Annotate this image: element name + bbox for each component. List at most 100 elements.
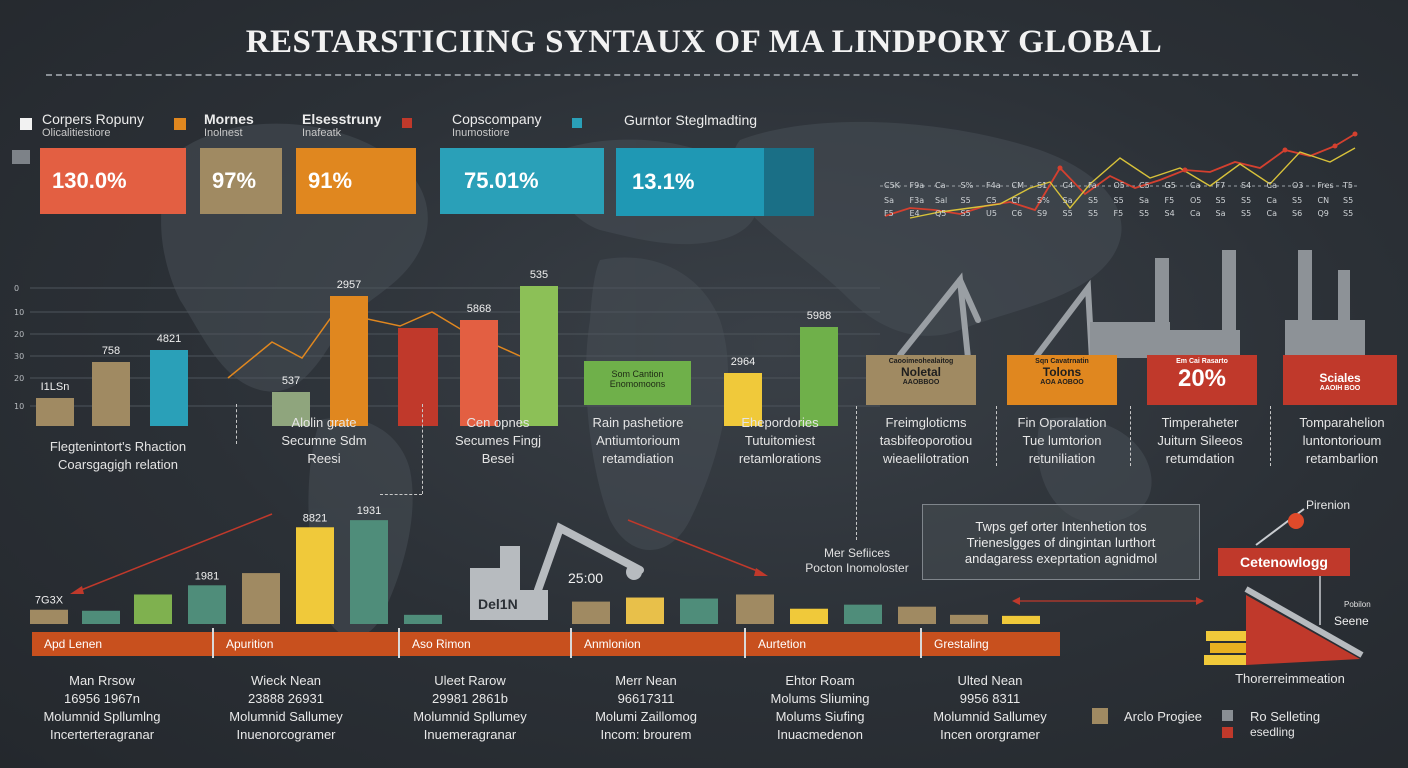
category-line: Coarsgagigh relation <box>58 457 178 472</box>
step-block <box>1206 631 1246 641</box>
mid-bar <box>800 327 838 426</box>
mid-trend-line <box>227 311 546 379</box>
mini-axis-label: O3 <box>1292 181 1303 190</box>
factory-panel-1: Caooimeohealaitog Noletal AAOBBOO <box>866 355 976 405</box>
timeline-segment-3: Aso Rimon <box>400 632 570 656</box>
kpi-head-text: Copscompany <box>452 111 542 127</box>
bottom-bar <box>350 520 388 624</box>
mid-bar <box>724 373 762 426</box>
factory-text-2: Fin Oporalation Tue lumtorion retuniliat… <box>992 414 1132 468</box>
note-line: Pocton Inomoloster <box>805 561 909 575</box>
mini-axis-label: F4a <box>986 181 1001 190</box>
mini-axis-label: S5 <box>1241 196 1251 205</box>
mini-axis-label: S1 <box>1037 181 1047 190</box>
mid-note: Mer Sefiices Pocton Inomoloster <box>790 546 924 576</box>
column-line: Merr Nean <box>615 673 677 688</box>
factory-illustrations <box>897 250 1365 363</box>
timeline-divider <box>920 628 922 658</box>
timeline-segment-6: Grestaling <box>922 632 1060 656</box>
column-line: Man Rrsow <box>69 673 135 688</box>
category-line: Tomparahelion <box>1299 415 1385 430</box>
kpi-head-text: Elsesstruny <box>302 111 382 127</box>
category-line: retamlorations <box>738 451 822 466</box>
mini-point <box>1282 147 1288 153</box>
category-line: retambarlion <box>1305 451 1379 466</box>
factory-main: Sciales <box>1319 371 1361 385</box>
column-line: Ehtor Roam <box>785 673 855 688</box>
mini-axis-labels: C5K F9a Ca S% F4a CM S1 C4 Fa O5 C5 G5 Ca F7 S4 Ca O3 Fre… <box>884 181 1353 218</box>
column-line: Incen ororgramer <box>940 727 1040 742</box>
arrow-head <box>70 586 84 594</box>
kpi-card-5: 13.1% <box>616 148 814 216</box>
kpi-header-2: Mornes Inolnest <box>204 112 254 140</box>
connector-line <box>236 404 237 444</box>
mini-point <box>1057 165 1063 171</box>
mini-axis-label: Q5 <box>935 209 946 218</box>
connector-line <box>1270 406 1271 466</box>
mini-axis-label: S5 <box>1114 196 1124 205</box>
ramp-illustration <box>1204 508 1364 665</box>
mini-axis-label: CM <box>1012 181 1025 190</box>
mid-bar <box>460 320 498 426</box>
kpi-head-text-5: Gurntor Steglmadting <box>624 112 758 128</box>
bottom-bar <box>1002 615 1040 624</box>
mini-axis-label: Sa <box>1063 196 1073 205</box>
timeline-divider <box>744 628 746 658</box>
mini-axis-label: F7 <box>1216 181 1226 190</box>
kpi-head-text: Corpers Ropuny <box>42 111 144 127</box>
bottom-bar <box>404 614 442 624</box>
column-line: Molumnid Sallumey <box>933 709 1047 724</box>
mini-axis-label: Ca <box>1267 209 1278 218</box>
info-box: Twps gef orter Intenhetion tos Trieneslg… <box>922 504 1200 580</box>
bottom-bar <box>950 614 988 624</box>
mini-axis-label: Cf <box>1012 196 1021 205</box>
factory-panel-3: Em Cai Rasarto 20% <box>1147 355 1257 405</box>
bottom-column-2: Wieck Nean 23888 26931 Molumnid Sallumey… <box>196 672 376 744</box>
premium-label: Pirenion <box>1306 498 1351 512</box>
bottom-bar-label: 7G3X <box>35 595 64 607</box>
factory-main: 20% <box>1177 365 1227 392</box>
factory-text-3: Timperaheter Juiturn Sileeos retumdation <box>1130 414 1270 468</box>
bottom-column-3: Uleet Rarow 29981 2861b Molumnid Spllume… <box>380 672 560 744</box>
mini-axis-label: Ca <box>1190 181 1201 190</box>
bottom-bar <box>242 573 280 624</box>
factory-small: AAOIH BOO <box>1319 385 1361 392</box>
kpi-swatch-1 <box>20 118 32 130</box>
machine-value: 25:00 <box>568 570 604 586</box>
mid-bar <box>398 328 438 426</box>
column-line: Molumnid Sallumey <box>229 709 343 724</box>
connector-line <box>856 406 857 540</box>
kpi-sub-text: Inumostiore <box>452 127 510 139</box>
category-line: Tutuitomiest <box>744 433 816 448</box>
kpi-marker <box>12 150 30 164</box>
mini-axis-label: C5 <box>1139 181 1150 190</box>
mini-axis-label: C4 <box>1063 181 1074 190</box>
mini-axis-label: U5 <box>986 209 997 218</box>
mini-axis-label: F9a <box>910 181 925 190</box>
mini-axis-label: S5 <box>1343 209 1353 218</box>
category-line: Reesi <box>307 451 341 466</box>
mid-category-5: Ehepordories Tutuitomiest retamlorations <box>710 414 850 468</box>
mini-line-chart: C5K F9a Ca S% F4a CM S1 C4 Fa O5 C5 G5 Ca F7 S4 Ca O3 Fre… <box>880 131 1358 219</box>
mini-axis-label: S5 <box>1088 209 1098 218</box>
mid-bar <box>150 350 188 426</box>
mid-axis-tick: 10 <box>14 402 24 411</box>
timeline-divider <box>398 628 400 658</box>
mini-axis-label: S% <box>961 181 974 190</box>
mid-category-1: Flegtenintort's Rhaction Coarsgagigh rel… <box>18 438 218 474</box>
mini-axis-label: Sa <box>1139 196 1149 205</box>
column-line: Molums Siufing <box>775 709 865 724</box>
category-line: retamdiation <box>602 451 674 466</box>
bottom-column-4: Merr Nean 96617311 Molumi Zaillomog Inco… <box>556 672 736 744</box>
title-divider <box>46 74 1358 76</box>
mini-axis-label: S5 <box>1063 209 1073 218</box>
info-line: Twps gef orter Intenhetion tos <box>975 519 1147 534</box>
mid-bar-label: 5988 <box>807 310 831 322</box>
category-line: Besei <box>481 451 515 466</box>
mini-axis-label: S5 <box>961 209 971 218</box>
mini-axis-label: S6 <box>1292 209 1302 218</box>
column-line: Inuemeragranar <box>423 727 517 742</box>
mini-axis-label: C5K <box>884 181 901 190</box>
mid-bar-label: 2957 <box>337 279 361 291</box>
mini-axis-label: E4 <box>910 209 920 218</box>
